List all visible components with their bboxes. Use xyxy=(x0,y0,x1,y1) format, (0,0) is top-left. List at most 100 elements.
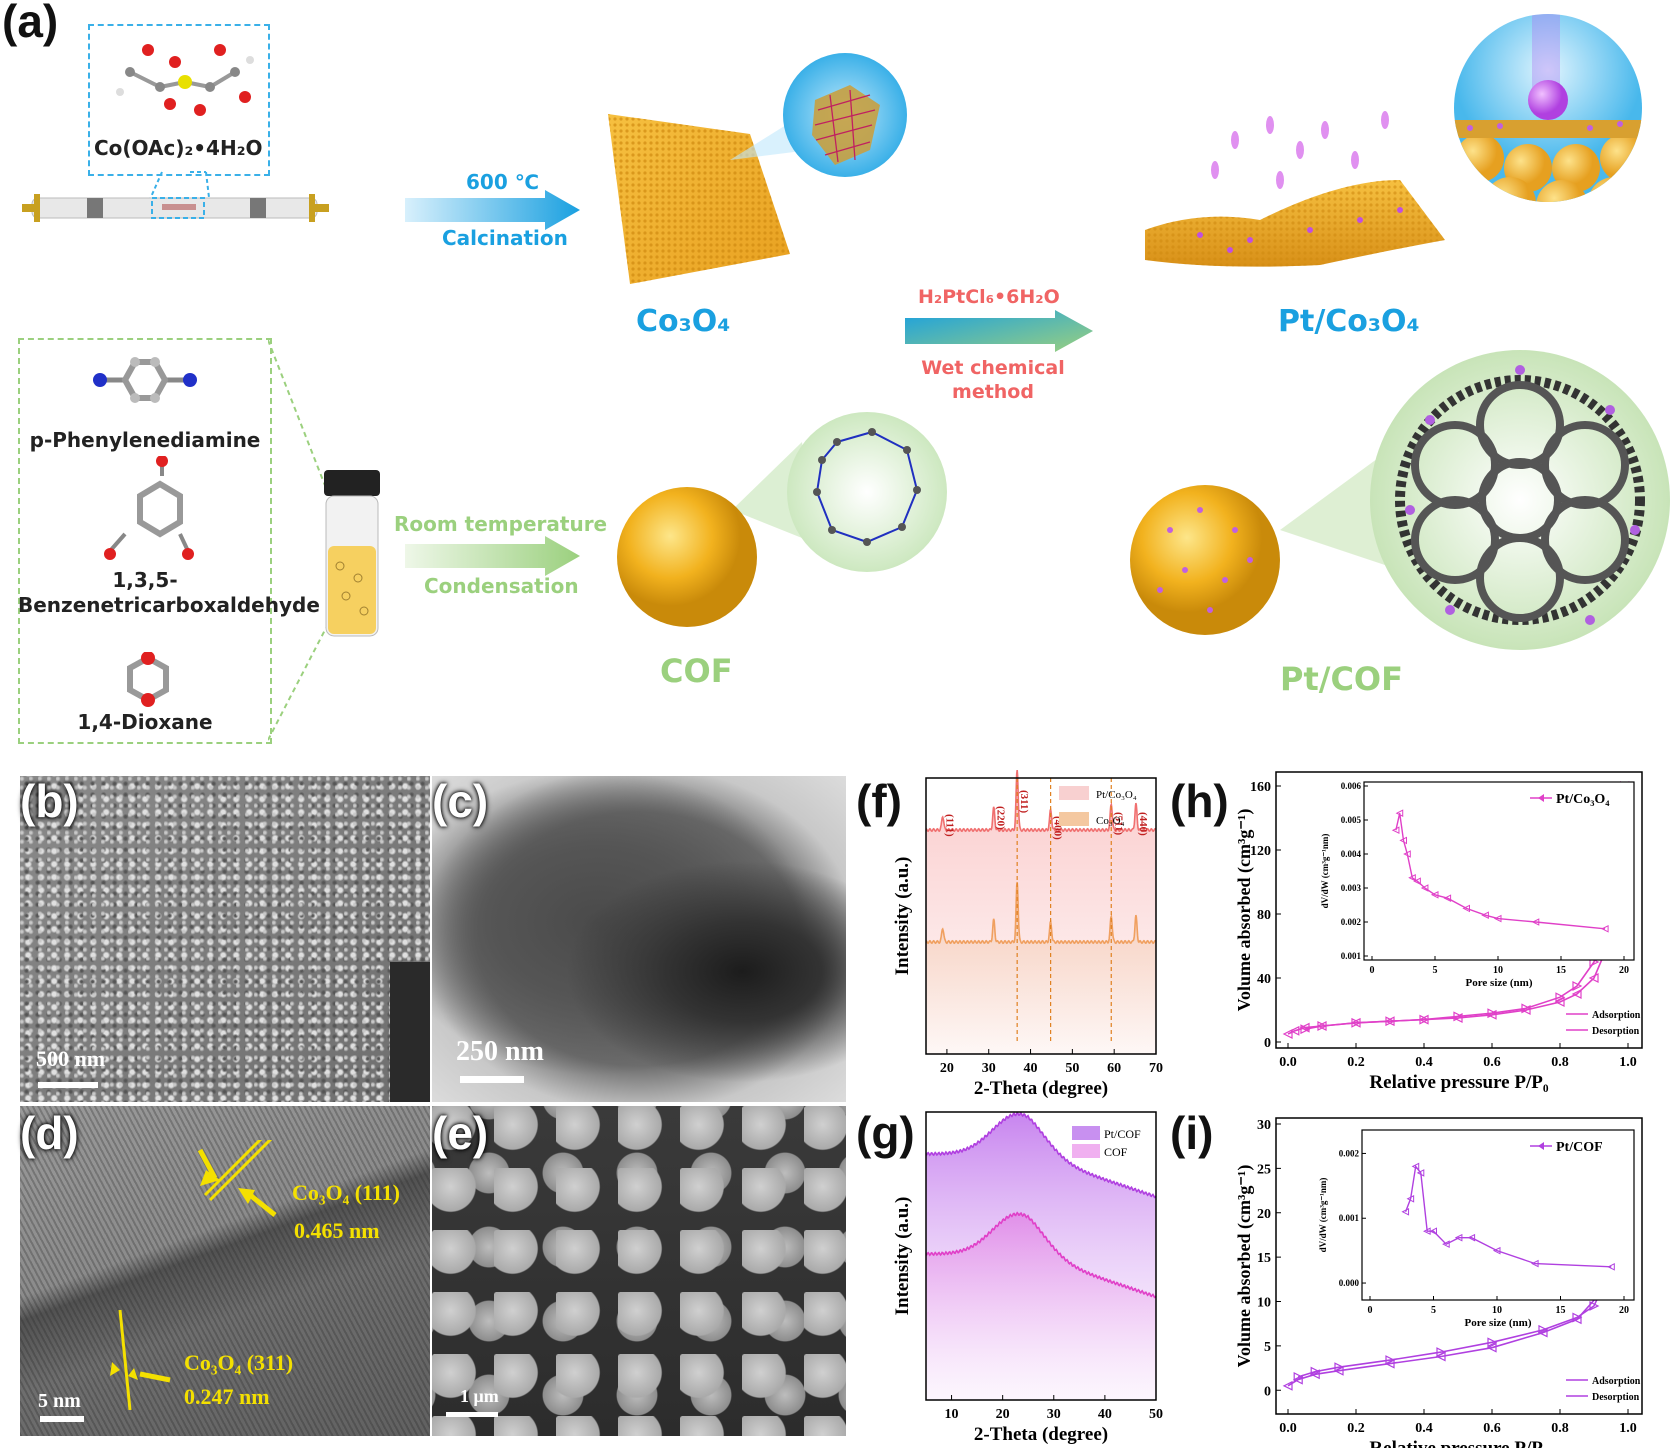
arrow3-bottom-label: Condensation xyxy=(424,574,579,598)
series-0-point-11 xyxy=(1571,989,1582,999)
series-1-point-6 xyxy=(1555,992,1566,1003)
inset-point-10 xyxy=(1530,1259,1539,1268)
inset-point-9 xyxy=(1492,1246,1501,1255)
inset-point-11 xyxy=(1493,914,1502,923)
y-tick-label-6: 30 xyxy=(1257,1118,1271,1133)
inset-x-tick-label-4: 20 xyxy=(1619,965,1629,976)
tem-image-c xyxy=(432,776,846,1102)
legend-label-0: Pt/COF xyxy=(1104,1127,1141,1141)
inset-point-7 xyxy=(1430,890,1439,899)
x-tick-label-1: 30 xyxy=(982,1061,996,1076)
x-tick-label-0: 20 xyxy=(940,1061,954,1076)
scale-label-d: 5 nm xyxy=(38,1390,81,1412)
inset-y-tick-label-5: 0.006 xyxy=(1341,781,1362,791)
inset-line xyxy=(1404,1164,1612,1268)
inset-point-13 xyxy=(1600,924,1609,933)
monomer-box xyxy=(18,338,272,744)
inset-y-tick-label-2: 0.002 xyxy=(1339,1148,1360,1158)
y-tick-label-1: 5 xyxy=(1264,1340,1271,1355)
x-tick-label-4: 50 xyxy=(1149,1407,1163,1422)
scale-bar-e xyxy=(446,1412,498,1417)
co3o4-line xyxy=(925,881,1157,945)
inset-y-tick-label-0: 0.001 xyxy=(1341,951,1362,961)
inset-point-0 xyxy=(1401,1207,1410,1216)
series-0-point-12 xyxy=(1588,973,1599,983)
series-1-point-10 xyxy=(1419,1014,1430,1025)
sem-image-e xyxy=(432,1106,846,1436)
pt-co3o4-sheet-icon xyxy=(1145,111,1445,267)
x-tick-label-0: 0.0 xyxy=(1279,1055,1297,1070)
inset-legend-marker xyxy=(1538,794,1544,802)
inset-point-1 xyxy=(1406,1194,1415,1203)
x-tick-label-2: 40 xyxy=(1024,1061,1038,1076)
inset-legend-marker xyxy=(1538,1142,1544,1150)
d-value-2: 0.247 nm xyxy=(184,1384,270,1409)
legend-label-1: Desorption xyxy=(1592,1026,1640,1037)
chart-g-frame xyxy=(925,1111,1157,1401)
series-1-point-6 xyxy=(1538,1324,1549,1335)
y-tick-label-4: 160 xyxy=(1250,780,1271,795)
wet-chemical-arrow-icon xyxy=(905,310,1093,352)
x-tick-label-3: 0.6 xyxy=(1483,1055,1501,1070)
inset-x-tick-label-2: 10 xyxy=(1493,965,1503,976)
legend-swatch-0 xyxy=(1072,1126,1100,1140)
monomer-label-1: p-Phenylenediamine xyxy=(29,428,261,452)
cof-line xyxy=(925,1211,1157,1299)
pt-cof-label: Pt/COF xyxy=(1280,660,1403,698)
inset-point-6 xyxy=(1442,1240,1450,1248)
d-label-2: Co₃O₄ (311) xyxy=(184,1350,294,1375)
x-axis-label: 2-Theta (degree) xyxy=(974,1424,1108,1444)
cof-area xyxy=(926,1212,1156,1400)
legend-label-1: Desorption xyxy=(1592,1392,1640,1403)
x-tick-label-1: 0.2 xyxy=(1347,1421,1365,1436)
inset-point-3 xyxy=(1403,850,1411,858)
inset-point-12 xyxy=(1531,918,1540,926)
inset-x-tick-label-4: 20 xyxy=(1619,1305,1629,1316)
series-1-point-12 xyxy=(1351,1017,1362,1028)
scale-label-b: 500 nm xyxy=(36,1046,106,1071)
series-0-point-10 xyxy=(1554,997,1565,1007)
x-axis-label: Relative pressure P/P₀ xyxy=(1369,1438,1548,1448)
y-tick-label-0: 0 xyxy=(1264,1384,1271,1399)
y-axis-label: Intensity (a.u.) xyxy=(892,857,913,976)
x-tick-label-2: 0.4 xyxy=(1415,1055,1433,1070)
peak-label-2: (311) xyxy=(1018,790,1030,814)
d-label-1: Co₃O₄ (111) xyxy=(292,1180,400,1205)
series-1-point-5 xyxy=(1572,1312,1583,1323)
d-value-1: 0.465 nm xyxy=(294,1218,380,1243)
x-tick-label-4: 0.8 xyxy=(1551,1421,1569,1436)
series-0-point-1 xyxy=(1289,1025,1300,1036)
calcination-arrow-icon xyxy=(405,190,580,230)
peak-label-0: (111) xyxy=(944,814,956,837)
y-tick-label-4: 20 xyxy=(1257,1207,1271,1222)
x-tick-label-3: 50 xyxy=(1065,1061,1079,1076)
series-0-point-0 xyxy=(1282,1380,1293,1391)
inset-frame xyxy=(1363,781,1635,961)
legend-label-0: Adsorption xyxy=(1592,1010,1641,1021)
box-to-vial-lines xyxy=(268,339,327,741)
co3o4-label: Co₃O₄ xyxy=(636,304,731,339)
series-1-point-9 xyxy=(1453,1011,1464,1022)
series-0-point-6 xyxy=(1486,1342,1497,1353)
inset-point-4 xyxy=(1408,873,1416,882)
inset-point-1 xyxy=(1395,809,1404,818)
inset-y-tick-label-3: 0.004 xyxy=(1341,849,1362,859)
x-tick-label-4: 60 xyxy=(1107,1061,1121,1076)
scale-bar-b xyxy=(38,1082,98,1088)
series-0-point-0 xyxy=(1282,1029,1293,1039)
panel-label-a: (a) xyxy=(2,0,59,47)
chart-f-frame xyxy=(925,777,1157,1055)
inset-y-axis-label: dV/dW (cm³g⁻¹nm) xyxy=(1320,834,1330,909)
legend-label-0: Pt/Co₃O₄ xyxy=(1096,789,1137,801)
inset-point-7 xyxy=(1454,1233,1463,1242)
y-tick-label-0: 0 xyxy=(1264,1036,1271,1051)
panel-label-b: (b) xyxy=(20,775,79,827)
inset-x-tick-label-0: 0 xyxy=(1368,1305,1373,1316)
inset-point-6 xyxy=(1420,884,1429,892)
series-0-point-1 xyxy=(1292,1374,1303,1385)
condensation-arrow-icon xyxy=(405,536,580,576)
series-1-point-11 xyxy=(1385,1016,1396,1027)
tube-furnace-icon xyxy=(22,171,329,222)
inset-x-axis-label: Pore size (nm) xyxy=(1466,977,1533,989)
series-1-point-14 xyxy=(1300,1024,1311,1035)
